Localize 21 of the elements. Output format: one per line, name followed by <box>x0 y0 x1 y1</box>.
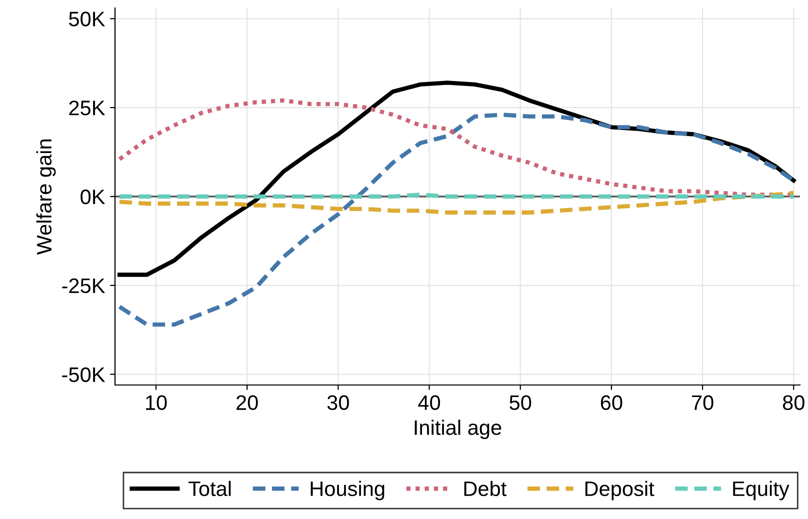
y-axis-title: Welfare gain <box>36 140 56 255</box>
legend-label: Housing <box>310 480 384 500</box>
y-tick-label: -50K <box>62 367 106 382</box>
legend-label: Equity <box>733 480 790 500</box>
x-tick-label: 60 <box>600 395 622 410</box>
x-tick-label: 70 <box>692 395 714 410</box>
legend-label: Total <box>188 480 231 496</box>
x-tick-label: 10 <box>146 395 167 410</box>
legend-label: Debt <box>464 480 506 496</box>
line-series <box>117 190 796 215</box>
y-tick-label: 50K <box>69 12 106 26</box>
y-tick-label: 25K <box>69 100 106 116</box>
x-tick-label: 80 <box>782 395 804 410</box>
x-tick-label: 40 <box>418 395 440 410</box>
x-axis-title: Initial age <box>414 420 502 440</box>
x-tick-label: 50 <box>510 395 532 410</box>
x-tick-label: 30 <box>327 395 349 410</box>
x-tick-label: 20 <box>236 395 258 410</box>
y-tick-label: 0K <box>80 190 106 204</box>
y-tick-label: -25K <box>62 278 106 294</box>
legend-label: Deposit <box>585 480 654 500</box>
